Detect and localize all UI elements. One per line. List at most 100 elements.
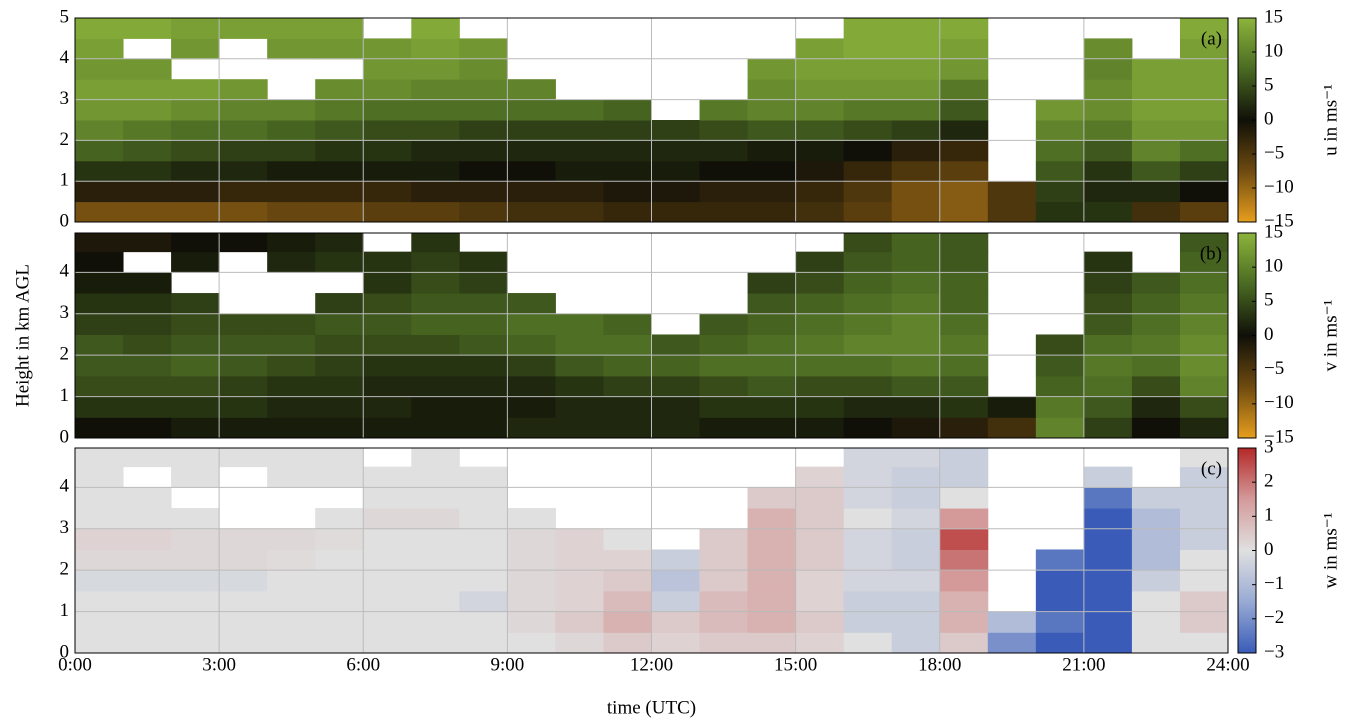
heatmap-cell [939, 375, 989, 398]
heatmap-cell [459, 272, 508, 294]
heatmap-cell [171, 632, 220, 653]
heatmap-cell [75, 549, 124, 571]
heatmap-cell [699, 160, 749, 182]
heatmap-cell [75, 181, 124, 203]
heatmap-cells [75, 233, 1228, 438]
heatmap-cell [363, 417, 412, 438]
heatmap-cell [891, 293, 941, 315]
heatmap-cell [1131, 375, 1181, 398]
heatmap-cell [555, 549, 604, 571]
heatmap-cell [747, 181, 797, 203]
colorbar-tick-label: −3 [1264, 641, 1284, 662]
heatmap-cell [1179, 549, 1228, 571]
heatmap-cell [411, 632, 460, 653]
heatmap-cell [171, 160, 220, 182]
panel-label: (a) [1201, 28, 1222, 49]
heatmap-cell [795, 160, 845, 182]
heatmap-cell [75, 120, 124, 141]
heatmap-cell [603, 99, 652, 121]
heatmap-cell [1131, 417, 1181, 438]
heatmap-cell [747, 396, 797, 418]
heatmap-cell [1131, 396, 1181, 418]
heatmap-cell [315, 355, 364, 377]
heatmap-cell [795, 611, 845, 633]
heatmap-cell [1131, 160, 1181, 182]
heatmap-cell [1131, 528, 1181, 550]
heatmap-cell [1083, 570, 1133, 592]
heatmap-cell [267, 396, 316, 418]
heatmap-cell [843, 466, 893, 488]
heatmap-cell [843, 18, 893, 39]
heatmap-cell [75, 355, 124, 377]
heatmap-cell [1083, 590, 1133, 613]
x-tick-label: 21:00 [1062, 654, 1105, 675]
heatmap-cell [1179, 79, 1228, 101]
heatmap-cell [75, 201, 124, 222]
heatmap-cell [603, 313, 652, 335]
heatmap-cell [171, 79, 220, 101]
heatmap-cell [747, 549, 797, 571]
heatmap-cell [507, 160, 556, 182]
heatmap-cell [1035, 160, 1085, 182]
heatmap-cell [891, 18, 941, 39]
heatmap-cell [123, 590, 172, 613]
heatmap-cell [891, 611, 941, 633]
heatmap-cell [411, 293, 460, 315]
heatmap-cell [1179, 590, 1228, 613]
heatmap-cell [603, 611, 652, 633]
heatmap-cell [267, 355, 316, 377]
heatmap-cell [123, 570, 172, 592]
colorbar-tick-label: 1 [1264, 505, 1274, 526]
heatmap-cell [651, 160, 701, 182]
heatmap-cell [267, 590, 316, 613]
heatmap-cell [267, 549, 316, 571]
heatmap-cell [267, 528, 316, 550]
heatmap-cell [411, 18, 460, 39]
heatmap-cell [171, 549, 220, 571]
heatmap-cell [123, 79, 172, 101]
y-tick-label: 3 [60, 88, 70, 109]
heatmap-cell [1035, 417, 1085, 438]
colorbar-tick-label: 3 [1264, 436, 1274, 457]
heatmap-cell [747, 611, 797, 633]
heatmap-cell [123, 508, 172, 530]
heatmap-cell [411, 272, 460, 294]
heatmap-cell [459, 201, 508, 222]
heatmap-cell [651, 375, 701, 398]
heatmap-cell [939, 313, 989, 335]
heatmap-cell [1179, 272, 1228, 294]
heatmap-cell [795, 375, 845, 398]
heatmap-cell [171, 293, 220, 315]
heatmap-cell [315, 120, 364, 141]
heatmap-cell [459, 549, 508, 571]
heatmap-cell [411, 79, 460, 101]
heatmap-cell [651, 140, 701, 162]
heatmap-cell [795, 355, 845, 377]
heatmap-cell [123, 334, 172, 356]
heatmap-cell [123, 448, 172, 468]
heatmap-cell [699, 590, 749, 613]
heatmap-cell [699, 313, 749, 335]
heatmap-cell [891, 251, 941, 273]
heatmap-cell [699, 334, 749, 356]
heatmap-cell [795, 466, 845, 488]
heatmap-cell [1083, 313, 1133, 335]
heatmap-cell [843, 313, 893, 335]
heatmap-cell [267, 417, 316, 438]
heatmap-cell [555, 201, 604, 222]
x-tick-label: 24:00 [1206, 654, 1249, 675]
heatmap-cell [1083, 272, 1133, 294]
heatmap-cell [747, 272, 797, 294]
heatmap-cell [795, 632, 845, 653]
heatmap-cell [1083, 549, 1133, 571]
heatmap-cell [459, 611, 508, 633]
heatmap-cell [171, 334, 220, 356]
heatmap-cell [1131, 570, 1181, 592]
x-axis-label: time (UTC) [607, 697, 696, 718]
heatmap-cell [75, 58, 124, 80]
heatmap-cell [939, 38, 989, 60]
heatmap-cell [219, 448, 268, 468]
heatmap-cell [1179, 396, 1228, 418]
heatmap-cell [411, 590, 460, 613]
heatmap-cell [1131, 140, 1181, 162]
